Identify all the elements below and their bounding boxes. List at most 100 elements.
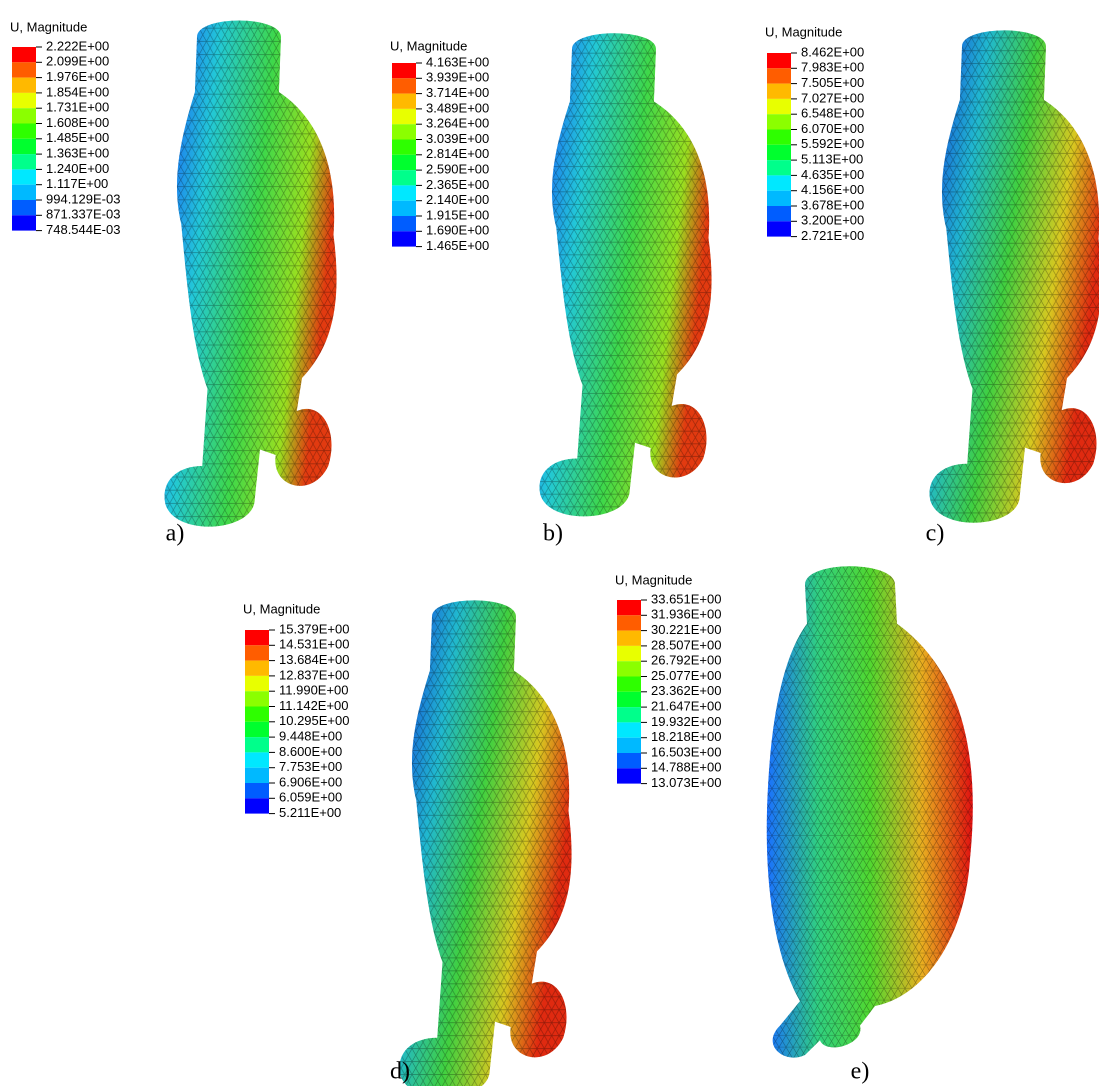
legend-swatch <box>767 129 791 145</box>
legend-label: 6.070E+00 <box>801 121 864 136</box>
legend-swatch <box>617 645 641 662</box>
legend-swatch <box>767 160 791 176</box>
legend-label: 13.073E+00 <box>651 775 721 790</box>
legend-swatch <box>245 721 269 738</box>
legend-label: 11.142E+00 <box>279 698 349 713</box>
legend-swatch <box>767 53 791 69</box>
legend-label: 26.792E+00 <box>651 653 721 668</box>
legend-swatch <box>392 216 416 232</box>
legend-swatch <box>12 77 36 93</box>
legend-label: 2.721E+00 <box>801 228 864 243</box>
legend-swatch <box>392 78 416 94</box>
legend-swatch <box>392 170 416 186</box>
legend-label: 994.129E-03 <box>46 191 120 206</box>
legend-swatch <box>767 114 791 130</box>
legend-label: 1.240E+00 <box>46 161 109 176</box>
legend-swatch <box>12 184 36 200</box>
legend-label: 871.337E-03 <box>46 207 120 222</box>
legend-label: 33.651E+00 <box>651 591 721 606</box>
legend-label: 7.505E+00 <box>801 75 864 90</box>
legend-swatch <box>617 661 641 677</box>
legend-swatch <box>245 706 269 722</box>
legend-swatch <box>12 123 36 139</box>
caption: e) <box>851 1059 870 1085</box>
legend-swatch <box>767 190 791 206</box>
legend-swatch <box>245 675 269 692</box>
legend-swatch <box>617 737 641 753</box>
legend-swatch <box>12 92 36 109</box>
legend-label: 19.932E+00 <box>651 714 721 729</box>
caption: b) <box>543 521 563 547</box>
model-c <box>929 30 1099 523</box>
legend-label: 1.690E+00 <box>426 223 489 238</box>
model-d <box>399 600 572 1086</box>
legend-swatch <box>617 691 641 708</box>
legend-swatch <box>767 98 791 115</box>
legend-label: 7.983E+00 <box>801 60 864 75</box>
legend-label: 10.295E+00 <box>279 713 349 728</box>
legend-label: 9.448E+00 <box>279 729 342 744</box>
legend-swatch <box>617 676 641 692</box>
legend-label: 3.039E+00 <box>426 131 489 146</box>
legend-label: 8.462E+00 <box>801 44 864 59</box>
legend-swatch <box>12 62 36 78</box>
legend-title: U, Magnitude <box>765 24 842 39</box>
legend-title: U, Magnitude <box>243 601 320 616</box>
legend-label: 23.362E+00 <box>651 683 721 698</box>
legend-label: 4.163E+00 <box>426 54 489 69</box>
legend-swatch <box>767 144 791 161</box>
legend-label: 1.485E+00 <box>46 130 109 145</box>
legend-label: 14.531E+00 <box>279 637 349 652</box>
legend-label: 21.647E+00 <box>651 699 721 714</box>
legend-label: 12.837E+00 <box>279 667 349 682</box>
legend-swatch <box>12 138 36 155</box>
legend-label: 1.608E+00 <box>46 115 109 130</box>
legend-swatch <box>617 722 641 738</box>
legend-label: 1.854E+00 <box>46 84 109 99</box>
legend-label: 3.264E+00 <box>426 116 489 131</box>
legend-swatch <box>245 752 269 768</box>
legend-swatch <box>617 768 641 784</box>
legend-swatch <box>245 767 269 783</box>
legend-label: 1.363E+00 <box>46 146 109 161</box>
legend-label: 748.544E-03 <box>46 222 120 237</box>
legend-label: 6.059E+00 <box>279 790 342 805</box>
legend-label: 3.714E+00 <box>426 85 489 100</box>
legend-label: 16.503E+00 <box>651 744 721 759</box>
legend-swatch <box>12 47 36 63</box>
legend-label: 2.590E+00 <box>426 162 489 177</box>
legend-title: U, Magnitude <box>10 19 87 34</box>
legend-swatch <box>767 83 791 99</box>
caption: a) <box>166 521 185 547</box>
legend-swatch <box>12 108 36 124</box>
legend-label: 3.200E+00 <box>801 213 864 228</box>
legend-label: 8.600E+00 <box>279 744 342 759</box>
legend-label: 1.731E+00 <box>46 100 109 115</box>
legend-label: 14.788E+00 <box>651 760 721 775</box>
legend-label: 18.218E+00 <box>651 729 721 744</box>
legend-label: 2.140E+00 <box>426 192 489 207</box>
legend-label: 25.077E+00 <box>651 668 721 683</box>
legend-swatch <box>245 737 269 753</box>
legend-swatch <box>767 175 791 191</box>
legend-label: 3.678E+00 <box>801 197 864 212</box>
legend-title: U, Magnitude <box>390 38 467 53</box>
legend-swatch <box>245 783 269 799</box>
model-e <box>766 566 973 1058</box>
legend-label: 7.753E+00 <box>279 759 342 774</box>
model-b <box>539 33 712 517</box>
legend-label: 2.222E+00 <box>46 38 109 53</box>
legend-swatch <box>392 124 416 140</box>
legend-swatch <box>245 645 269 661</box>
caption: c) <box>926 521 945 547</box>
legend-swatch <box>617 630 641 646</box>
legend-label: 5.592E+00 <box>801 136 864 151</box>
legend-swatch <box>617 753 641 769</box>
legend-label: 15.379E+00 <box>279 621 349 636</box>
legend-swatch <box>392 154 416 171</box>
legend-swatch <box>392 63 416 79</box>
legend-swatch <box>12 215 36 231</box>
legend-swatch <box>245 798 269 814</box>
